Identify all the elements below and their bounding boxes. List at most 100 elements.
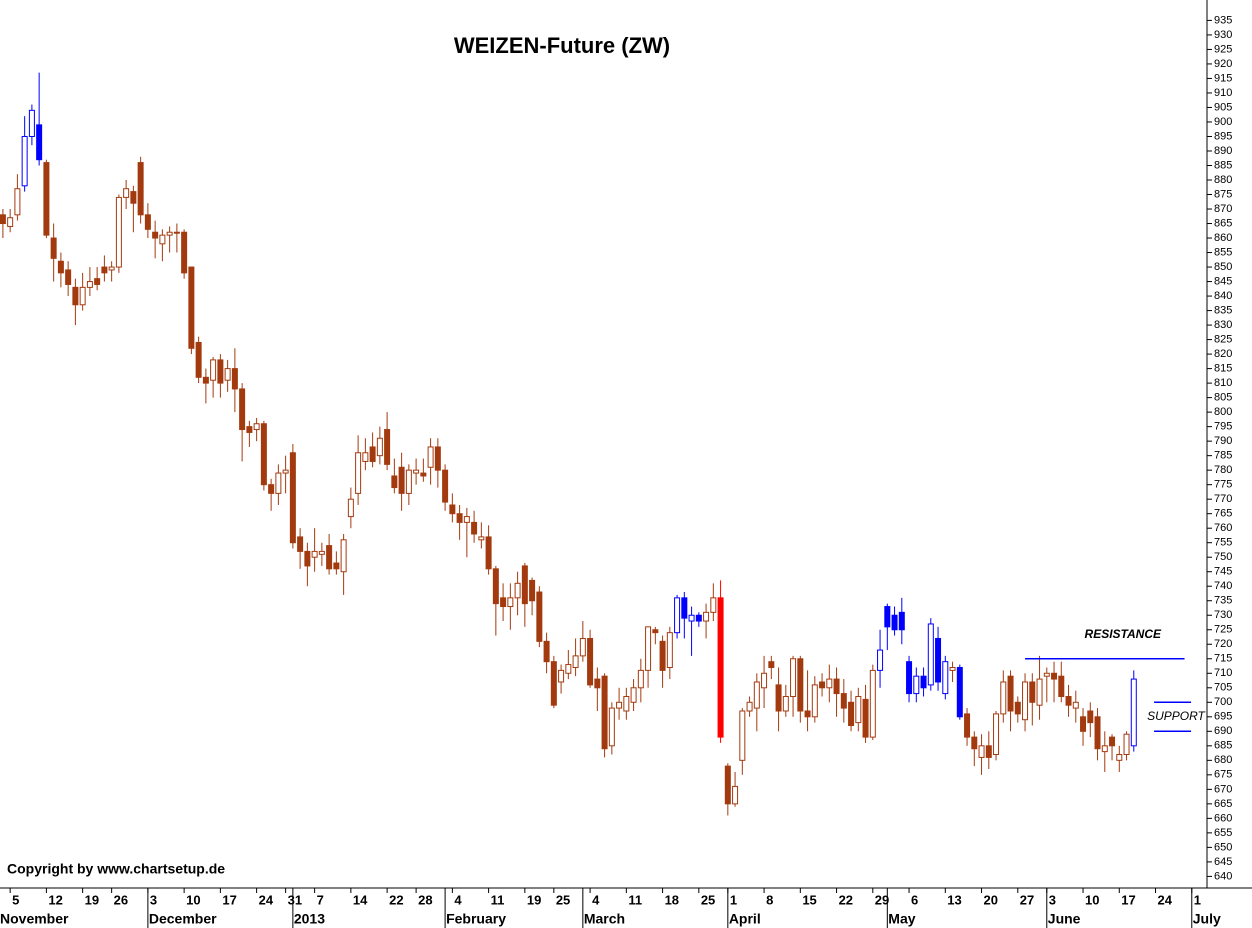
candle-body	[449, 504, 456, 515]
y-tick-label: 690	[1214, 725, 1232, 737]
x-tick-label: 22	[839, 892, 853, 907]
candle-body	[195, 341, 202, 378]
candle-body	[652, 629, 659, 634]
candle-body	[166, 231, 173, 236]
y-tick-label: 640	[1214, 870, 1232, 882]
y-tick-label: 870	[1214, 203, 1232, 215]
y-tick-label: 900	[1214, 116, 1232, 128]
candle-body	[616, 701, 623, 709]
x-tick-label: 24	[1158, 892, 1173, 907]
candle-body	[492, 568, 499, 605]
y-tick-label: 645	[1214, 856, 1232, 868]
x-tick-label: 25	[556, 892, 570, 907]
candle-body	[782, 695, 789, 712]
x-tick-label: 26	[114, 892, 128, 907]
candle-body	[964, 713, 971, 738]
y-tick-label: 920	[1214, 58, 1232, 70]
candle-body	[550, 661, 557, 706]
candle-body	[1000, 681, 1007, 715]
candle-body	[144, 214, 151, 230]
x-tick-label: 5	[12, 892, 19, 907]
x-tick-label: 6	[911, 892, 918, 907]
candle-body	[775, 684, 782, 712]
candle-body	[993, 713, 1000, 756]
candle-body	[36, 124, 43, 161]
candle-body	[819, 681, 826, 689]
candle-body	[1051, 672, 1058, 680]
candle-body	[862, 698, 869, 738]
candle-body	[1036, 678, 1043, 706]
candle-body	[898, 611, 905, 631]
y-tick-label: 825	[1214, 333, 1232, 345]
candle-body	[289, 452, 296, 544]
y-tick-label: 675	[1214, 769, 1232, 781]
candle-body	[282, 469, 289, 474]
y-tick-label: 725	[1214, 624, 1232, 636]
candle-body	[57, 260, 64, 274]
candle-body	[456, 513, 463, 523]
candle-body	[543, 640, 550, 663]
candle-body	[1007, 675, 1014, 712]
x-tick-label: 10	[186, 892, 200, 907]
candle-body	[833, 678, 840, 695]
x-tick-label: 11	[491, 892, 505, 907]
candle-body	[1123, 733, 1130, 756]
month-label: November	[0, 911, 69, 927]
x-tick-label: 18	[665, 892, 679, 907]
y-tick-label: 715	[1214, 653, 1232, 665]
y-tick-label: 845	[1214, 275, 1232, 287]
candle-body	[7, 217, 14, 227]
y-tick-label: 710	[1214, 667, 1232, 679]
candle-body	[471, 521, 478, 535]
candle-body	[500, 597, 507, 608]
y-tick-label: 760	[1214, 522, 1232, 534]
month-label: July	[1193, 911, 1221, 927]
candle-body	[1094, 716, 1101, 750]
y-tick-label: 855	[1214, 246, 1232, 258]
candle-body	[210, 359, 217, 381]
y-tick-label: 720	[1214, 638, 1232, 650]
candle-body	[1029, 681, 1036, 703]
candle-body	[101, 266, 108, 274]
candle-body	[1109, 736, 1116, 747]
candle-body	[804, 710, 811, 718]
candle-body	[978, 745, 985, 758]
candle-body	[645, 626, 652, 671]
y-tick-label: 895	[1214, 130, 1232, 142]
candle-body	[1080, 716, 1087, 732]
x-tick-label: 17	[1121, 892, 1135, 907]
candle-body	[942, 661, 949, 695]
chart-title: WEIZEN-Future (ZW)	[454, 33, 670, 58]
candle-body	[1072, 701, 1079, 709]
x-tick-label: 15	[802, 892, 816, 907]
candle-body	[275, 472, 282, 494]
candle-body	[703, 611, 710, 622]
candle-body	[173, 231, 180, 234]
copyright: Copyright by www.chartsetup.de	[7, 861, 225, 877]
candle-body	[1065, 695, 1072, 706]
candle-body	[115, 196, 122, 268]
month-label: June	[1048, 911, 1081, 927]
y-tick-label: 685	[1214, 740, 1232, 752]
x-tick-label: 3	[150, 892, 157, 907]
y-tick-label: 705	[1214, 682, 1232, 694]
candle-body	[369, 446, 376, 462]
candle-body	[65, 269, 72, 285]
candle-body	[579, 637, 586, 657]
candle-body	[86, 281, 93, 288]
candle-body	[311, 550, 318, 558]
x-tick-label: 19	[527, 892, 541, 907]
candle-body	[413, 469, 420, 474]
candle-body	[159, 234, 166, 245]
candle-body	[884, 606, 891, 628]
month-label: 2013	[294, 911, 325, 927]
candle-body	[1130, 678, 1137, 747]
x-tick-label: 12	[48, 892, 62, 907]
y-tick-label: 735	[1214, 595, 1232, 607]
x-tick-label: 24	[259, 892, 274, 907]
y-tick-label: 740	[1214, 580, 1232, 592]
y-tick-label: 775	[1214, 479, 1232, 491]
y-tick-label: 785	[1214, 450, 1232, 462]
candle-body	[463, 516, 470, 523]
candle-body	[717, 597, 724, 738]
